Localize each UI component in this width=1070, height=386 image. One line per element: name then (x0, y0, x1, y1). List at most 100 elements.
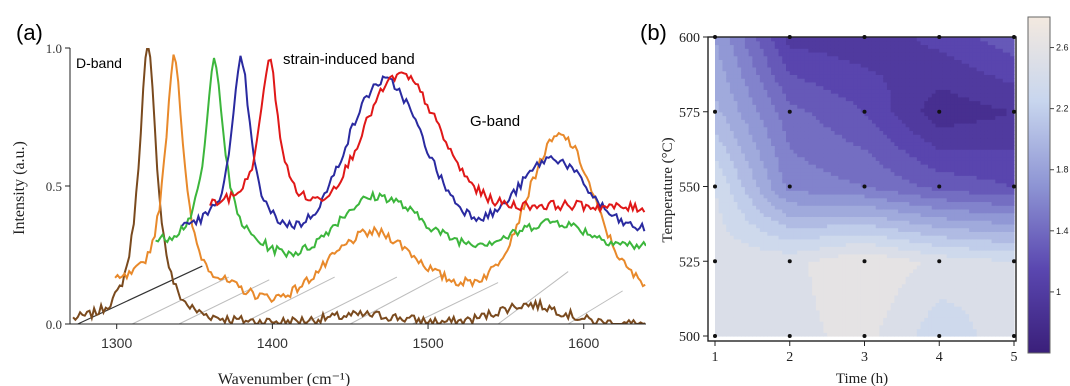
contour-cell (860, 66, 866, 72)
contour-cell (744, 193, 750, 199)
contour-cell (842, 70, 847, 75)
contour-cell (726, 250, 731, 255)
contour-cell (786, 197, 791, 203)
contour-cell (842, 85, 847, 90)
contour-cell (804, 66, 810, 72)
contour-cell (894, 149, 899, 154)
contour-cell (804, 130, 810, 135)
contour-cell (797, 134, 802, 139)
contour-cell (890, 141, 895, 146)
contour-cell (886, 96, 892, 102)
contour-cell (786, 134, 791, 139)
contour-cell (812, 261, 817, 266)
contour-cell (931, 149, 937, 154)
contour-cell (759, 104, 765, 109)
contour-cell (726, 59, 731, 64)
contour-cell (894, 231, 899, 236)
contour-cell (741, 51, 746, 57)
contour-cell (924, 257, 929, 262)
contour-cell (857, 287, 862, 292)
contour-cell (864, 279, 869, 285)
contour-cell (729, 126, 735, 132)
contour-cell (849, 175, 854, 180)
contour-cell (778, 197, 783, 203)
contour-cell (842, 74, 847, 79)
contour-cell (942, 205, 948, 210)
contour-cell (928, 130, 933, 135)
contour-cell (942, 193, 948, 199)
contour-cell (894, 227, 899, 232)
contour-cell (860, 238, 866, 244)
contour-cell (909, 279, 914, 285)
contour-cell (928, 324, 933, 330)
guide-line (132, 276, 230, 325)
contour-cell (827, 317, 832, 322)
contour-cell (834, 328, 839, 333)
contour-cell (868, 227, 873, 232)
contour-cell (845, 298, 851, 303)
contour-cell (804, 287, 810, 292)
contour-cell (898, 89, 903, 94)
contour-cell (800, 253, 806, 259)
contour-cell (864, 152, 869, 158)
contour-cell (759, 186, 765, 191)
contour-cell (913, 321, 918, 326)
contour-cell (860, 208, 866, 214)
contour-cell (842, 122, 847, 128)
contour-cell (726, 78, 731, 83)
contour-cell (853, 321, 858, 326)
contour-cell (827, 81, 832, 87)
contour-cell (748, 160, 753, 165)
contour-cell (722, 100, 727, 105)
contour-cell (812, 100, 817, 105)
contour-cell (823, 164, 828, 169)
contour-cell (722, 193, 727, 199)
contour-cell (905, 89, 910, 94)
contour-cell (763, 182, 768, 188)
contour-cell (771, 238, 776, 244)
contour-cell (767, 257, 772, 262)
contour-cell (860, 328, 866, 333)
contour-cell (812, 85, 817, 90)
contour-cell (752, 186, 757, 191)
contour-cell (842, 190, 847, 195)
contour-cell (815, 141, 821, 146)
contour-cell (838, 212, 843, 217)
contour-cell (931, 283, 937, 289)
contour-cell (804, 309, 810, 315)
contour-cell (767, 227, 772, 232)
contour-cell (715, 63, 720, 68)
contour-cell (782, 70, 787, 75)
contour-cell (759, 242, 765, 247)
contour-cell (789, 324, 795, 330)
contour-cell (756, 89, 761, 94)
contour-cell (901, 193, 907, 199)
contour-cell (748, 216, 753, 221)
contour-cell (729, 283, 735, 289)
contour-cell (715, 51, 720, 57)
contour-cell (752, 55, 757, 61)
contour-cell (748, 111, 753, 117)
contour-cell (849, 134, 854, 139)
contour-cell (722, 141, 727, 146)
contour-cell (894, 283, 899, 289)
contour-cell (942, 171, 948, 176)
contour-cell (939, 238, 944, 244)
contour-cell (849, 238, 854, 244)
contour-cell (845, 59, 851, 64)
contour-cell (890, 328, 895, 333)
contour-cell (771, 134, 776, 139)
contour-cell (849, 89, 854, 94)
contour-cell (935, 328, 940, 333)
contour-cell (778, 48, 783, 53)
contour-cell (898, 208, 903, 214)
contour-cell (898, 287, 903, 292)
contour-cell (875, 55, 881, 61)
contour-cell (748, 175, 753, 180)
contour-cell (901, 321, 907, 326)
contour-cell (920, 201, 925, 206)
contour-cell (864, 186, 869, 191)
contour-cell (883, 48, 888, 53)
contour-cell (767, 190, 772, 195)
contour-cell (759, 291, 765, 296)
